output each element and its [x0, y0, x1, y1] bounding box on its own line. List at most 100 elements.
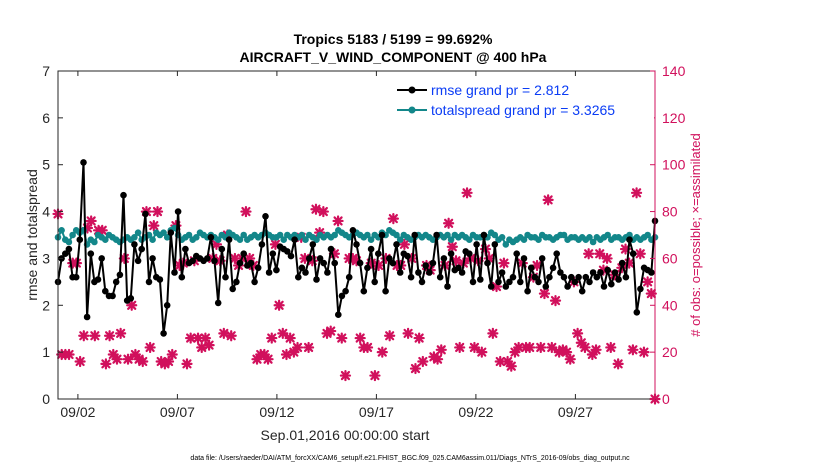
rmse-point — [345, 273, 353, 281]
obs-marker — [148, 220, 160, 232]
obs-marker — [579, 341, 591, 354]
obs-marker — [634, 248, 646, 260]
rmse-point — [112, 278, 120, 286]
obs-marker — [435, 344, 447, 356]
y-axis-right-label: # of obs: o=possible; ×=assimilated — [688, 133, 703, 336]
rmse-point — [65, 245, 73, 253]
y-axis-label: rmse and totalspread — [24, 169, 40, 301]
obs-marker — [549, 295, 562, 307]
x-tick-label: 09/17 — [359, 404, 394, 420]
obs-marker — [151, 205, 164, 218]
obs-marker — [461, 187, 473, 199]
rmse-point — [309, 241, 317, 248]
rmse-point — [189, 257, 196, 265]
obs-marker — [505, 360, 517, 372]
obs-marker — [417, 355, 429, 368]
y-tick-label: 1 — [42, 344, 50, 360]
obs-marker — [376, 346, 388, 358]
obs-marker — [100, 358, 112, 370]
rmse-point — [495, 278, 502, 286]
obs-marker — [454, 341, 466, 354]
rmse-point — [102, 287, 109, 295]
obs-marker — [162, 355, 175, 368]
obs-marker — [339, 369, 352, 382]
rmse-point — [72, 273, 80, 281]
obs-marker — [590, 344, 602, 356]
rmse-point — [622, 273, 630, 281]
spread-point — [520, 236, 528, 243]
rmse-point — [633, 309, 641, 316]
obs-marker — [336, 332, 348, 344]
obs-marker — [531, 259, 543, 272]
obs-marker — [302, 341, 315, 354]
rmse-point — [338, 292, 346, 300]
spread-point — [214, 236, 222, 243]
rmse-point — [422, 262, 430, 269]
obs-marker — [498, 257, 510, 269]
obs-marker — [166, 348, 178, 361]
rmse-point — [386, 255, 393, 262]
axes: 0 1 2 3 4 5 6 7 0 20 40 60 80 100 120 140 09/02 09/07 09/1… — [42, 63, 685, 420]
spread-point — [589, 238, 597, 246]
rmse-point — [608, 280, 615, 288]
obs-marker — [594, 248, 606, 260]
y-right-tick-label: 0 — [662, 391, 670, 407]
rmse-point — [262, 213, 269, 220]
spread-point — [396, 236, 404, 243]
spread-point — [163, 234, 171, 241]
obs-marker — [78, 330, 90, 342]
rmse-point — [484, 259, 491, 267]
rmse-point — [207, 234, 215, 241]
rmse-point — [433, 231, 440, 239]
obs-marker — [468, 341, 481, 354]
rmse-point — [549, 264, 557, 272]
spread-point — [69, 231, 76, 239]
rmse-point — [149, 255, 156, 262]
rmse-point — [225, 236, 233, 243]
obs-marker — [291, 341, 304, 354]
rmse-point — [116, 271, 124, 279]
rmse-point — [436, 273, 444, 281]
rmse-point — [87, 250, 95, 257]
obs-marker — [273, 299, 285, 311]
obs-marker — [542, 194, 554, 206]
y-tick-label: 5 — [42, 157, 50, 173]
obs-marker — [638, 346, 650, 358]
obs-marker — [74, 355, 86, 368]
rmse-point — [214, 299, 222, 307]
rmse-point — [287, 252, 295, 260]
obs-marker — [513, 341, 525, 354]
rmse-point — [440, 255, 448, 262]
rmse-point — [204, 255, 211, 262]
rmse-point — [491, 241, 499, 248]
spread-point — [626, 231, 633, 239]
rmse-point — [626, 236, 633, 243]
y-tick-label: 7 — [42, 63, 50, 79]
rmse-point — [284, 248, 291, 255]
spread-point — [560, 231, 568, 239]
obs-marker — [137, 355, 149, 368]
obs-marker — [443, 217, 455, 229]
y-right-tick-label: 60 — [662, 250, 678, 266]
rmse-point — [353, 241, 360, 248]
rmse-point — [502, 283, 510, 290]
rmse-point — [582, 273, 590, 281]
rmse-point — [480, 231, 488, 239]
rmse-point — [98, 255, 105, 262]
rmse-point — [364, 264, 371, 272]
rmse-point — [80, 159, 87, 166]
rmse-point — [615, 276, 622, 283]
spread-point — [535, 236, 542, 243]
obs-marker — [535, 341, 547, 354]
y-right-tick-label: 140 — [662, 63, 686, 79]
rmse-point — [367, 245, 375, 253]
rmse-point — [218, 245, 226, 253]
rmse-point — [178, 273, 186, 281]
spread-point — [502, 241, 510, 248]
rmse-point — [593, 273, 601, 281]
rmse-point — [506, 278, 513, 286]
rmse-point — [324, 269, 331, 276]
rmse-point — [535, 278, 542, 286]
rmse-point — [531, 273, 539, 281]
spread-point — [491, 231, 499, 239]
